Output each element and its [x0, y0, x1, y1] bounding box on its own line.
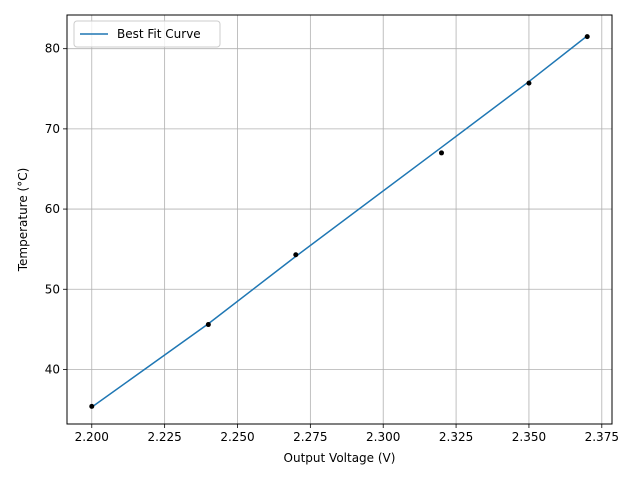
data-point [293, 252, 299, 258]
x-tick-label: 2.225 [147, 430, 181, 444]
legend-label-best-fit-curve: Best Fit Curve [117, 27, 201, 41]
y-tick-label: 40 [45, 362, 60, 376]
y-tick-label: 70 [45, 122, 60, 136]
x-axis: 2.200 2.225 2.250 2.275 2.300 2.325 2.350 2.375 [75, 424, 619, 444]
x-tick-label: 2.300 [366, 430, 400, 444]
legend-box [73, 20, 221, 48]
legend: Best Fit Curve [73, 20, 221, 48]
y-tick-label: 50 [45, 282, 60, 296]
y-tick-label: 80 [45, 42, 60, 56]
data-point [205, 322, 211, 328]
x-tick-label: 2.250 [220, 430, 254, 444]
data-point [439, 150, 445, 156]
x-tick-label: 2.275 [293, 430, 327, 444]
x-axis-label: Output Voltage (V) [284, 451, 396, 465]
plot-area [89, 34, 590, 409]
x-tick-label: 2.350 [512, 430, 546, 444]
y-tick-label: 60 [45, 202, 60, 216]
grid [67, 15, 612, 424]
data-point [89, 403, 95, 409]
data-point [526, 80, 532, 86]
data-point [584, 34, 590, 40]
y-axis-label: Temperature (°C) [16, 168, 30, 273]
x-tick-label: 2.375 [585, 430, 619, 444]
axes-frame [66, 14, 613, 425]
series-line-best-fit-curve [91, 35, 588, 408]
y-axis: 40 50 60 70 80 [45, 42, 67, 376]
x-tick-label: 2.200 [75, 430, 109, 444]
x-tick-label: 2.325 [439, 430, 473, 444]
